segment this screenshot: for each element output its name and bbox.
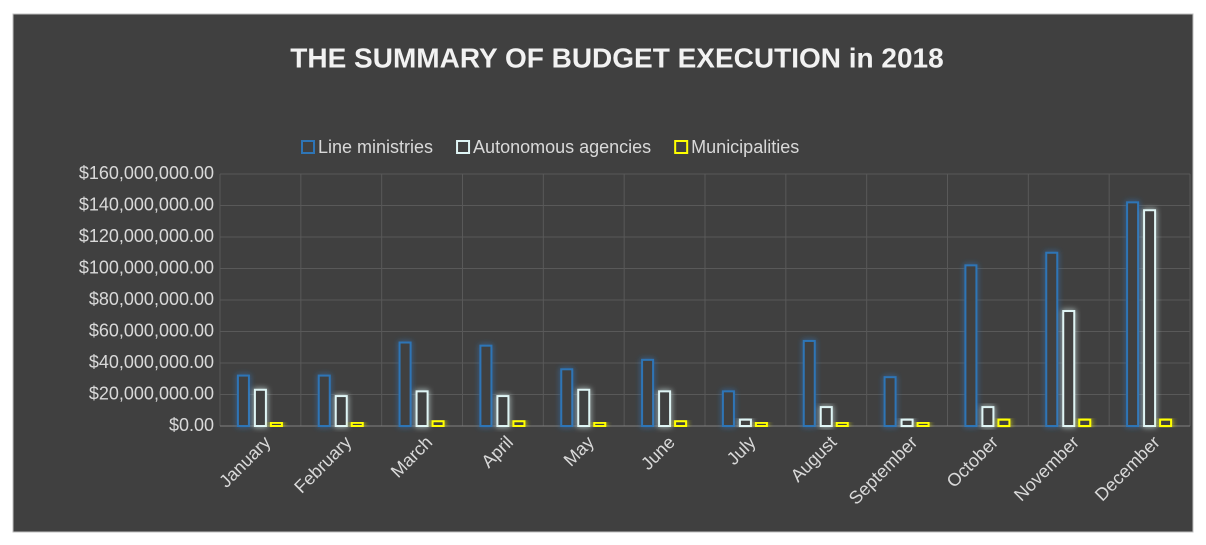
bar (981, 406, 995, 428)
legend-label: Municipalities (691, 137, 799, 157)
bar (997, 418, 1011, 428)
y-tick-label: $140,000,000.00 (79, 194, 214, 214)
bar (479, 344, 493, 427)
chart-title: THE SUMMARY OF BUDGET EXECUTION in 2018 (290, 42, 943, 73)
bar (802, 339, 816, 428)
bar (1159, 418, 1173, 428)
y-tick-label: $100,000,000.00 (79, 257, 214, 277)
bar (512, 420, 526, 427)
legend-swatch (301, 140, 315, 154)
legend-label: Line ministries (318, 137, 433, 157)
y-tick-label: $120,000,000.00 (79, 226, 214, 246)
bar (721, 390, 735, 428)
bar (1045, 251, 1059, 427)
bar (835, 421, 849, 428)
bar (593, 421, 607, 428)
bar (1143, 209, 1157, 427)
bar (1126, 201, 1140, 427)
bar (883, 376, 897, 427)
bar (577, 388, 591, 427)
bar (1078, 418, 1092, 428)
bar (415, 390, 429, 428)
bar (641, 358, 655, 428)
y-tick-label: $60,000,000.00 (89, 320, 214, 340)
y-tick-label: $20,000,000.00 (89, 383, 214, 403)
bar (334, 395, 348, 428)
bar (317, 374, 331, 428)
bar (398, 341, 412, 427)
bar (658, 390, 672, 428)
legend-swatch (456, 140, 471, 154)
y-tick-label: $160,000,000.00 (79, 163, 214, 183)
bar (819, 406, 833, 428)
bar (269, 421, 283, 428)
legend-label: Autonomous agencies (473, 137, 651, 157)
y-tick-label: $0.00 (169, 415, 214, 435)
bar (738, 418, 752, 428)
bar (560, 368, 574, 427)
legend: Line ministries Autonomous agencies Munici… (301, 137, 799, 157)
chart-background (12, 13, 1194, 533)
bar (496, 395, 510, 428)
bar (916, 421, 930, 428)
bar (754, 421, 768, 428)
bar (350, 421, 364, 428)
y-tick-label: $40,000,000.00 (89, 352, 214, 372)
bar (1062, 310, 1076, 427)
bar (900, 418, 914, 428)
bar (964, 264, 978, 427)
bar (253, 388, 267, 427)
bar (431, 420, 445, 427)
legend-swatch (674, 140, 689, 154)
y-tick-label: $80,000,000.00 (89, 289, 214, 309)
bar (236, 374, 250, 428)
bar (674, 420, 688, 427)
